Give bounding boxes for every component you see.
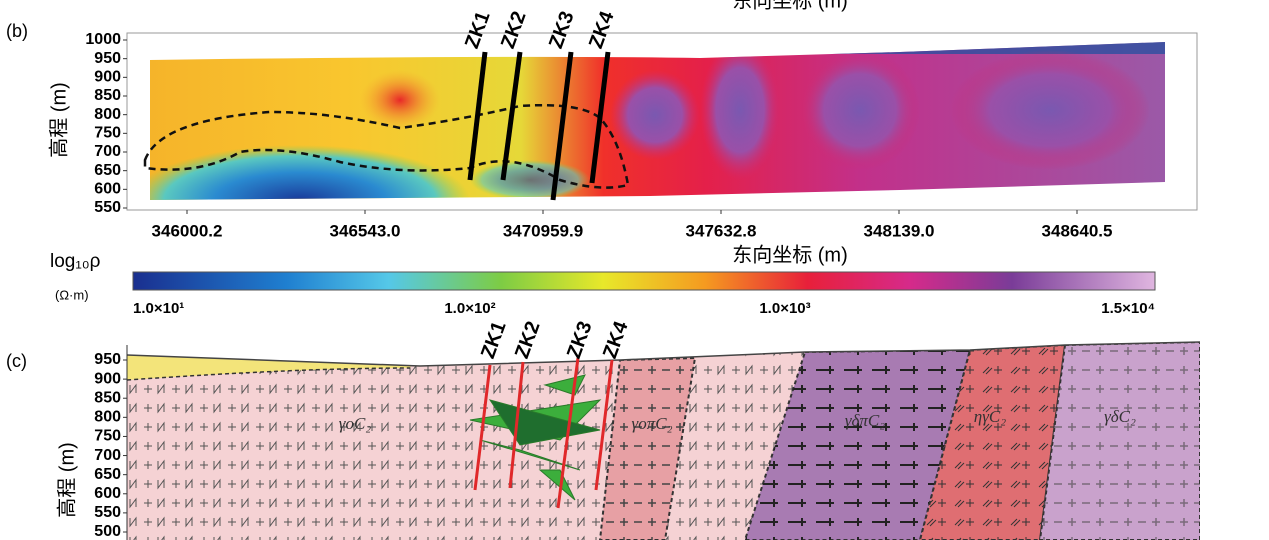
shape <box>594 359 614 491</box>
rock-unit-label: γδC₂ <box>1104 407 1136 426</box>
rock-unit-label: ηγC₂ <box>974 407 1006 426</box>
boreholes-b <box>467 51 611 201</box>
shape <box>538 469 576 501</box>
colorbar-tick-label: 1.5×10⁴ <box>1101 300 1155 317</box>
borehole-label: ZK1 <box>477 318 511 361</box>
rock-unit-label: γδπC₂ <box>845 411 885 430</box>
y-tick-label: 1000 <box>85 31 121 48</box>
shape <box>508 361 525 489</box>
borehole-label: ZK2 <box>511 318 545 361</box>
y-tick-label: 700 <box>94 447 121 464</box>
surface-line <box>126 341 1201 367</box>
y-tick-label: 950 <box>94 50 121 67</box>
shape <box>150 145 470 200</box>
shape <box>467 51 488 181</box>
resistivity-field <box>150 42 1165 200</box>
shape <box>550 51 574 201</box>
y-tick-label: 750 <box>94 125 121 142</box>
y-tick-label: 700 <box>94 143 121 160</box>
y-tick-label: 600 <box>94 181 121 198</box>
shape <box>473 364 492 491</box>
y-tick-label: 850 <box>94 87 121 104</box>
x-tick-label: 346000.2 <box>152 221 223 240</box>
y-tick-label: 850 <box>94 389 121 406</box>
y-tick-label: 750 <box>94 428 121 445</box>
shape <box>745 350 970 540</box>
x-tick-label: 348640.5 <box>1042 221 1113 240</box>
ore-outline <box>143 103 630 189</box>
sediment-base <box>126 367 411 381</box>
boreholes-c <box>473 357 614 509</box>
shape <box>479 439 581 471</box>
borehole-label: ZK3 <box>563 318 597 361</box>
y-tick-label: 650 <box>94 162 121 179</box>
y-axis-title: 高程 (m) <box>55 442 78 518</box>
borehole-label: ZK4 <box>599 318 633 362</box>
shape <box>610 70 700 160</box>
y-tick-label: 950 <box>94 351 121 368</box>
colorbar-tick-label: 1.0×10³ <box>759 300 810 317</box>
y-tick-label: 900 <box>94 69 121 86</box>
x-axis-title: 东向坐标 (m) <box>732 243 848 266</box>
colorbar-tick-label: 1.0×10¹ <box>133 300 184 317</box>
shape <box>500 51 523 181</box>
y-axis-title: 高程 (m) <box>47 82 70 158</box>
y-tick-label: 550 <box>94 199 121 216</box>
top-axis-title: 东向坐标 (m) <box>732 0 848 12</box>
y-tick-label: 650 <box>94 466 121 483</box>
x-tick-label: 348139.0 <box>864 221 935 240</box>
geology-section <box>127 342 1200 540</box>
rock-unit-label: γoπC₂ <box>632 414 673 433</box>
shape <box>700 42 780 180</box>
y-tick-label: 800 <box>94 106 121 123</box>
panel-label: (c) <box>6 351 27 371</box>
y-tick-label: 900 <box>94 370 121 387</box>
colorbar-title: log₁₀ρ <box>50 251 101 272</box>
x-tick-label: 3470959.9 <box>503 221 583 240</box>
y-tick-label: 800 <box>94 409 121 426</box>
colorbar-unit: (Ω·m) <box>55 287 89 302</box>
shape <box>360 70 440 130</box>
x-tick-label: 347632.8 <box>686 221 757 240</box>
panel-label: (b) <box>6 21 28 41</box>
y-tick-label: 550 <box>94 504 121 521</box>
shape <box>589 51 611 184</box>
colorbar-tick-label: 1.0×10² <box>444 300 495 317</box>
y-tick-label: 600 <box>94 485 121 502</box>
rock-unit-label: γoC₂ <box>339 414 372 433</box>
shape <box>950 50 1150 170</box>
shape <box>1040 342 1200 540</box>
shape <box>470 160 590 200</box>
y-tick-label: 500 <box>94 523 121 540</box>
shape <box>600 358 695 540</box>
shape <box>920 345 1065 540</box>
colorbar <box>132 271 1156 291</box>
x-tick-label: 346543.0 <box>330 221 401 240</box>
shape <box>800 50 920 170</box>
shape <box>556 357 580 509</box>
